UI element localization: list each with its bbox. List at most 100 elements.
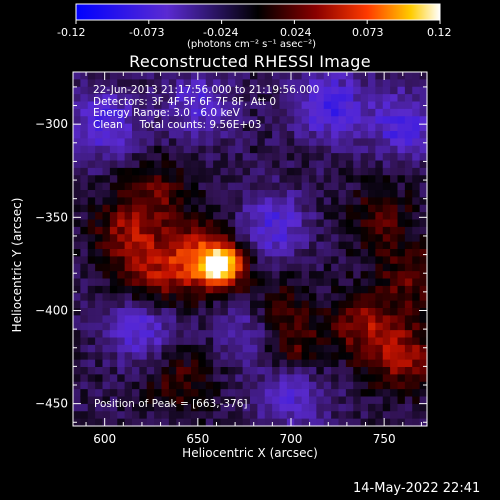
heatmap-cell — [390, 226, 399, 235]
heatmap-cell — [390, 197, 399, 206]
heatmap-cell — [73, 300, 81, 309]
heatmap-cell — [87, 389, 96, 398]
heatmap-cell — [250, 381, 258, 390]
heatmap-cell — [235, 197, 244, 206]
heatmap-cell — [309, 403, 317, 412]
heatmap-cell — [316, 352, 325, 361]
heatmap-cell — [375, 344, 384, 353]
heatmap-cell — [220, 308, 229, 316]
heatmap-cell — [382, 381, 391, 390]
heatmap-cell — [220, 352, 229, 361]
heatmap-cell — [404, 219, 413, 228]
heatmap-cell — [87, 226, 96, 235]
heatmap-cell — [117, 86, 126, 95]
heatmap-cell — [412, 271, 421, 280]
heatmap-cell — [139, 403, 148, 412]
heatmap-cell — [404, 108, 413, 117]
heatmap-cell — [132, 256, 140, 265]
heatmap-cell — [412, 256, 421, 265]
heatmap-cell — [235, 359, 244, 368]
heatmap-cell — [250, 108, 258, 117]
heatmap-cell — [220, 94, 229, 103]
heatmap-cell — [390, 315, 399, 324]
heatmap-cell — [205, 322, 214, 331]
heatmap-cell — [161, 190, 170, 198]
heatmap-cell — [80, 226, 89, 235]
heatmap-cell — [353, 86, 362, 95]
heatmap-cell — [286, 116, 295, 125]
colorbar-gradient — [75, 3, 441, 21]
heatmap-cell — [80, 374, 89, 383]
heatmap-cell — [323, 315, 332, 324]
heatmap-cell — [220, 330, 229, 339]
heatmap-cell — [87, 182, 96, 191]
heatmap-cell — [198, 263, 207, 272]
heatmap-cell — [301, 403, 310, 412]
heatmap-cell — [168, 219, 177, 228]
heatmap-cell — [139, 234, 148, 243]
heatmap-cell — [250, 116, 258, 125]
heatmap-cell — [109, 79, 118, 88]
heatmap-cell — [242, 367, 251, 375]
heatmap-cell — [323, 308, 332, 316]
heatmap-cell — [191, 167, 199, 176]
heatmap-cell — [176, 344, 185, 353]
heatmap-cell — [205, 145, 214, 154]
heatmap-cell — [132, 138, 140, 147]
heatmap-cell — [397, 86, 406, 95]
heatmap-cell — [316, 108, 325, 117]
heatmap-cell — [323, 160, 332, 169]
heatmap-cell — [132, 367, 140, 375]
heatmap-cell — [264, 94, 273, 103]
heatmap-cell — [331, 300, 340, 309]
heatmap-cell — [390, 86, 399, 95]
heatmap-cell — [132, 145, 140, 154]
heatmap-cell — [382, 300, 391, 309]
heatmap-cell — [80, 381, 89, 390]
heatmap-cell — [168, 226, 177, 235]
heatmap-cell — [95, 131, 104, 139]
heatmap-cell — [220, 145, 229, 154]
heatmap-cell — [80, 337, 89, 346]
heatmap-cell — [168, 241, 177, 250]
heatmap-cell — [161, 116, 170, 125]
heatmap-cell — [73, 271, 81, 280]
heatmap-cell — [139, 101, 148, 110]
heatmap-cell — [80, 116, 89, 125]
heatmap-cell — [286, 175, 295, 184]
heatmap-cell — [279, 308, 288, 316]
heatmap-cell — [183, 94, 192, 103]
heatmap-cell — [132, 101, 140, 110]
heatmap-cell — [294, 403, 303, 412]
heatmap-cell — [109, 241, 118, 250]
heatmap-cell — [375, 249, 384, 257]
heatmap-cell — [117, 367, 126, 375]
heatmap-cell — [323, 337, 332, 346]
heatmap-cell — [375, 160, 384, 169]
heatmap-cell — [323, 403, 332, 412]
heatmap-cell — [139, 263, 148, 272]
heatmap-cell — [191, 145, 199, 154]
heatmap-cell — [323, 153, 332, 162]
heatmap-cell — [220, 249, 229, 257]
heatmap-cell — [338, 263, 347, 272]
heatmap-cell — [146, 389, 155, 398]
heatmap-cell — [198, 72, 207, 80]
heatmap-cell — [375, 167, 384, 176]
heatmap-cell — [154, 131, 163, 139]
heatmap-cell — [154, 300, 163, 309]
heatmap-cell — [213, 241, 222, 250]
heatmap-cell — [286, 249, 295, 257]
heatmap-cell — [183, 249, 192, 257]
heatmap-cell — [235, 344, 244, 353]
heatmap-cell — [109, 108, 118, 117]
heatmap-cell — [132, 153, 140, 162]
heatmap-cell — [323, 263, 332, 272]
heatmap-cell — [345, 411, 354, 420]
heatmap-cell — [242, 300, 251, 309]
heatmap-cell — [139, 256, 148, 265]
heatmap-cell — [109, 123, 118, 132]
heatmap-cell — [286, 315, 295, 324]
heatmap-cell — [183, 116, 192, 125]
heatmap-cell — [205, 352, 214, 361]
